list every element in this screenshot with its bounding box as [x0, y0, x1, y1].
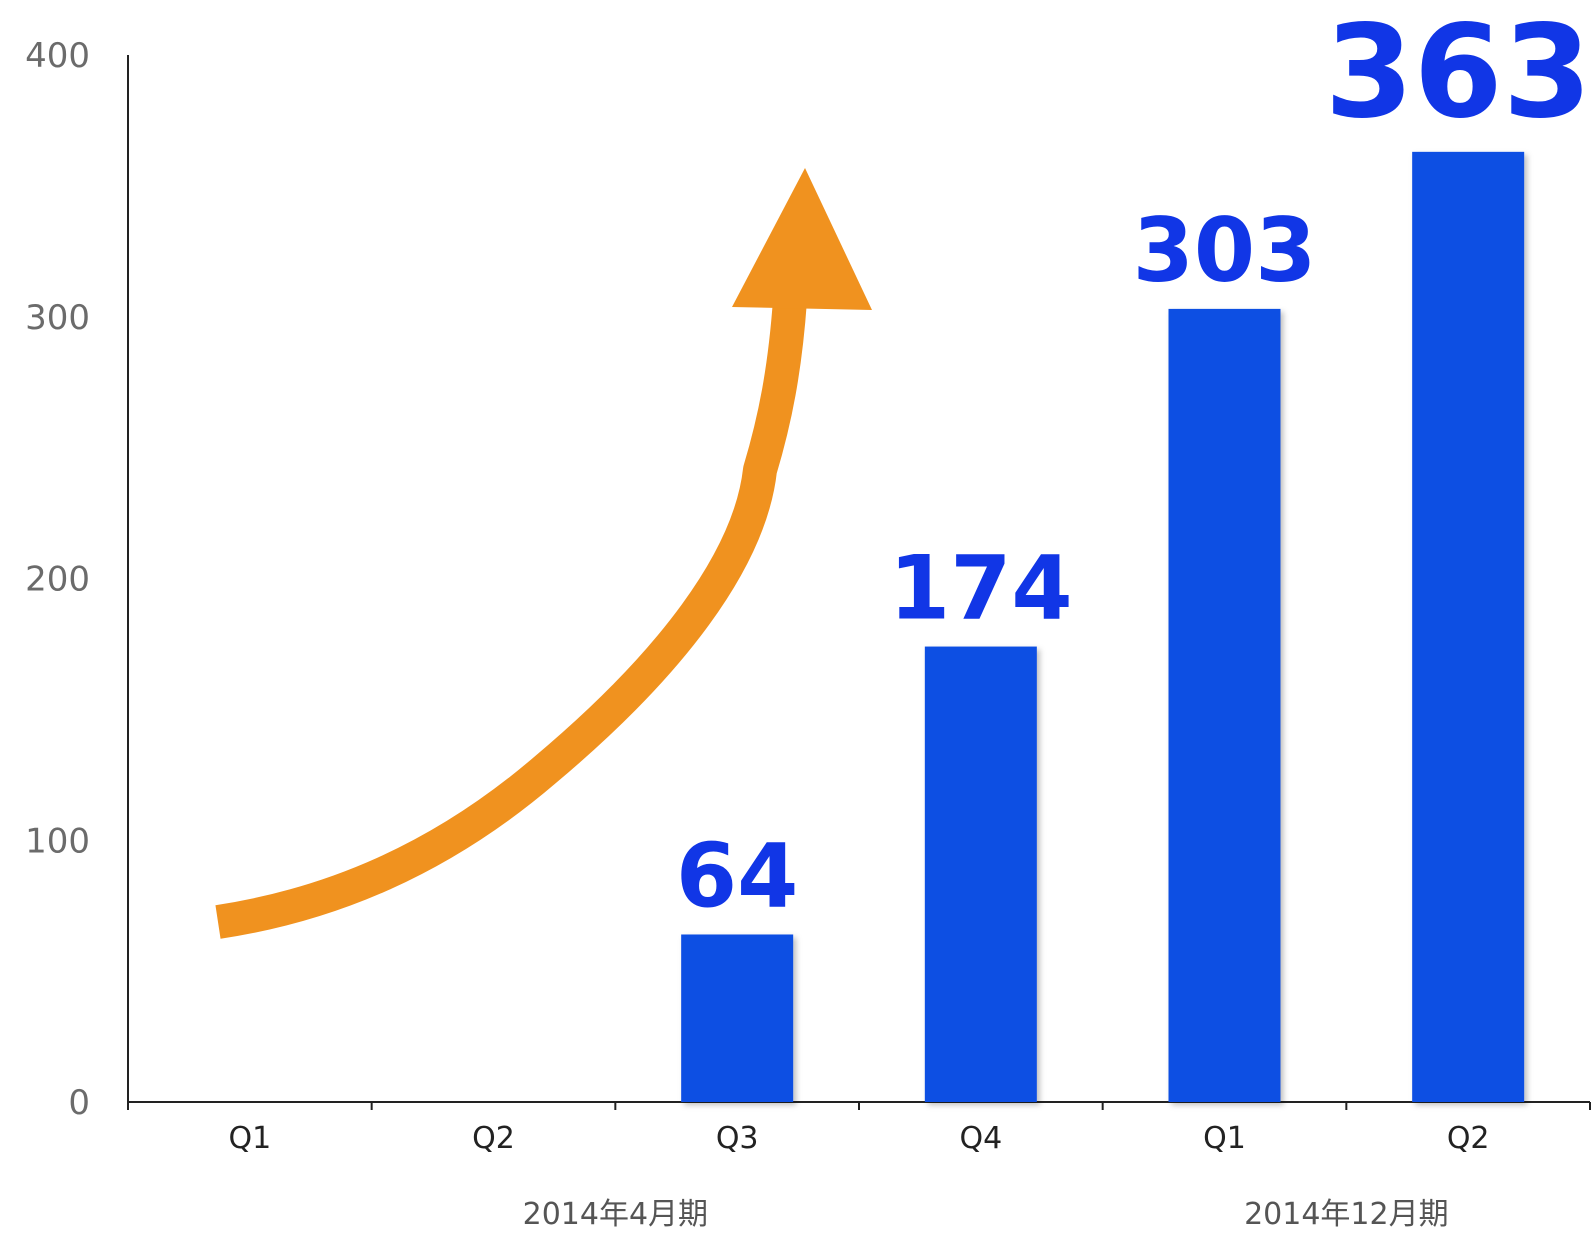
x-tick-label: Q2 — [1447, 1121, 1490, 1156]
bar — [1412, 151, 1525, 1102]
y-tick-label: 400 — [25, 36, 90, 76]
x-tick-label: Q2 — [472, 1121, 515, 1156]
category-group-label: 2014年12月期 — [1244, 1197, 1449, 1232]
bar — [681, 934, 794, 1102]
category-group-label: 2014年4月期 — [523, 1197, 708, 1232]
bar-value-label: 64 — [676, 824, 798, 927]
x-tick-label: Q4 — [959, 1121, 1002, 1156]
x-tick-label: Q1 — [1203, 1121, 1246, 1156]
y-tick-label: 0 — [68, 1083, 90, 1123]
bar-value-label: 303 — [1133, 199, 1317, 302]
bar-value-label: 363 — [1325, 0, 1592, 147]
y-tick-label: 100 — [25, 821, 90, 861]
y-tick-label: 200 — [25, 560, 90, 600]
x-tick-label: Q3 — [716, 1121, 759, 1156]
growth-arrow-shaft — [215, 298, 807, 939]
y-tick-label: 300 — [25, 298, 90, 338]
bar — [1168, 308, 1281, 1103]
growth-arrow-head — [732, 168, 872, 310]
growth-arrow — [215, 168, 872, 939]
bar — [924, 646, 1037, 1102]
x-tick-label: Q1 — [228, 1121, 271, 1156]
bar-value-label: 174 — [889, 537, 1073, 640]
